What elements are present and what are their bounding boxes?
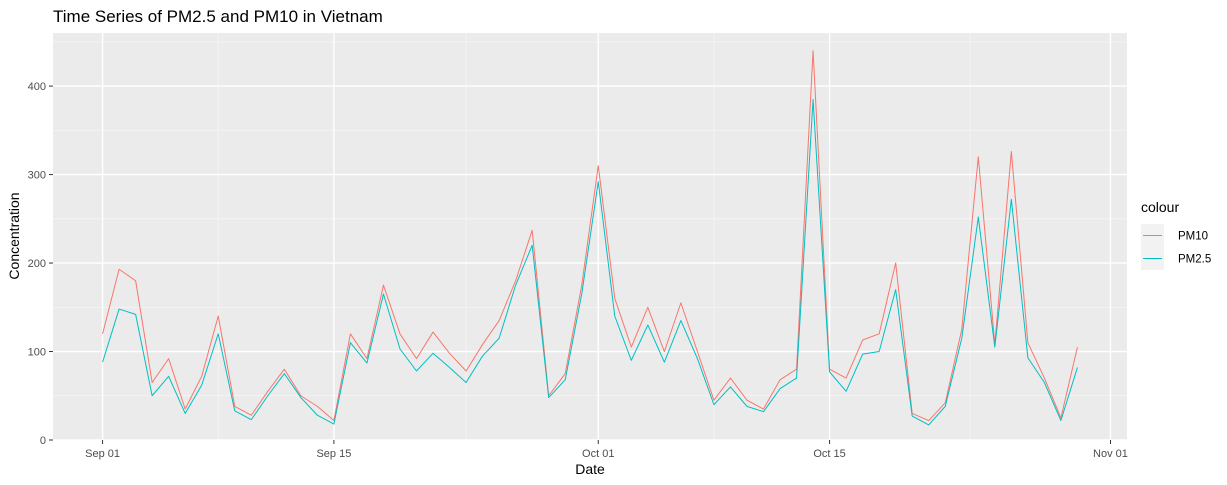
series-lines (102, 50, 1078, 426)
series-line-pm25 (102, 98, 1078, 426)
grid-major (53, 33, 1127, 441)
x-tick-label: Sep 01 (85, 448, 120, 460)
x-tick-label: Oct 01 (582, 448, 614, 460)
legend-label: PM10 (1178, 231, 1208, 243)
y-axis: 0 100 200 300 400 (28, 81, 53, 447)
legend-title: colour (1141, 199, 1179, 215)
legend: colour PM10 PM2.5 (1141, 199, 1211, 270)
x-tick-label: Oct 15 (813, 448, 845, 460)
y-tick-label: 0 (40, 435, 46, 447)
x-axis-title: Date (575, 461, 605, 477)
y-tick-label: 300 (28, 170, 46, 182)
y-tick-label: 400 (28, 81, 46, 93)
chart-title: Time Series of PM2.5 and PM10 in Vietnam (53, 7, 383, 26)
legend-label: PM2.5 (1178, 254, 1211, 266)
x-tick-label: Sep 15 (316, 448, 351, 460)
y-axis-title: Concentration (6, 192, 22, 279)
series-line-pm10 (102, 50, 1078, 422)
x-tick-label: Nov 01 (1093, 448, 1128, 460)
y-tick-label: 100 (28, 347, 46, 359)
y-tick-label: 200 (28, 258, 46, 270)
x-axis: Sep 01 Sep 15 Oct 01 Oct 15 Nov 01 (85, 440, 1128, 460)
